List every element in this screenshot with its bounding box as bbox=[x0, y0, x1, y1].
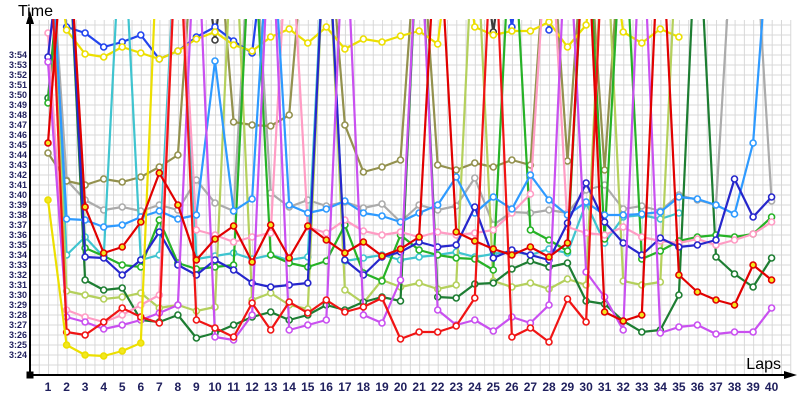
svg-text:14: 14 bbox=[283, 380, 297, 394]
svg-text:3:46: 3:46 bbox=[9, 130, 27, 140]
svg-text:6: 6 bbox=[137, 380, 144, 394]
svg-text:16: 16 bbox=[320, 380, 334, 394]
svg-text:3:27: 3:27 bbox=[9, 320, 27, 330]
svg-text:29: 29 bbox=[561, 380, 575, 394]
svg-text:3:49: 3:49 bbox=[9, 100, 27, 110]
svg-text:17: 17 bbox=[338, 380, 352, 394]
svg-text:2: 2 bbox=[63, 380, 70, 394]
svg-text:39: 39 bbox=[746, 380, 760, 394]
svg-text:3:35: 3:35 bbox=[9, 240, 27, 250]
axes bbox=[26, 11, 797, 379]
svg-text:26: 26 bbox=[505, 380, 519, 394]
svg-text:3:29: 3:29 bbox=[9, 300, 27, 310]
svg-text:3:26: 3:26 bbox=[9, 330, 27, 340]
svg-text:3:34: 3:34 bbox=[9, 250, 27, 260]
svg-text:24: 24 bbox=[468, 380, 482, 394]
svg-text:23: 23 bbox=[450, 380, 464, 394]
svg-text:13: 13 bbox=[264, 380, 278, 394]
svg-text:28: 28 bbox=[542, 380, 556, 394]
svg-text:3:52: 3:52 bbox=[9, 70, 27, 80]
svg-text:3:48: 3:48 bbox=[9, 110, 27, 120]
svg-text:3:28: 3:28 bbox=[9, 310, 27, 320]
svg-text:11: 11 bbox=[227, 380, 240, 394]
svg-text:7: 7 bbox=[156, 380, 163, 394]
svg-text:22: 22 bbox=[431, 380, 445, 394]
svg-text:36: 36 bbox=[691, 380, 705, 394]
svg-text:37: 37 bbox=[709, 380, 723, 394]
svg-text:3:30: 3:30 bbox=[9, 290, 27, 300]
svg-text:3:31: 3:31 bbox=[9, 280, 27, 290]
svg-text:15: 15 bbox=[301, 380, 315, 394]
svg-text:3:40: 3:40 bbox=[9, 190, 27, 200]
svg-text:30: 30 bbox=[579, 380, 593, 394]
x-axis-title: Laps bbox=[746, 356, 781, 373]
svg-text:3:50: 3:50 bbox=[9, 90, 27, 100]
svg-text:3:38: 3:38 bbox=[9, 210, 27, 220]
svg-text:3:51: 3:51 bbox=[9, 80, 27, 90]
svg-text:3:39: 3:39 bbox=[9, 200, 27, 210]
svg-text:3:24: 3:24 bbox=[9, 350, 27, 360]
svg-text:33: 33 bbox=[635, 380, 649, 394]
svg-text:3:25: 3:25 bbox=[9, 340, 27, 350]
svg-text:10: 10 bbox=[208, 380, 222, 394]
svg-text:34: 34 bbox=[654, 380, 668, 394]
svg-text:27: 27 bbox=[524, 380, 538, 394]
svg-text:12: 12 bbox=[245, 380, 259, 394]
svg-text:20: 20 bbox=[394, 380, 408, 394]
svg-text:40: 40 bbox=[765, 380, 779, 394]
svg-text:19: 19 bbox=[375, 380, 389, 394]
svg-text:8: 8 bbox=[175, 380, 182, 394]
svg-text:1: 1 bbox=[45, 380, 52, 394]
svg-text:4: 4 bbox=[100, 380, 107, 394]
svg-text:3:41: 3:41 bbox=[9, 180, 27, 190]
svg-text:3:43: 3:43 bbox=[9, 160, 27, 170]
svg-text:32: 32 bbox=[617, 380, 631, 394]
svg-text:18: 18 bbox=[357, 380, 371, 394]
svg-text:25: 25 bbox=[487, 380, 501, 394]
y-axis-title: Time bbox=[18, 3, 53, 20]
svg-text:3: 3 bbox=[82, 380, 89, 394]
svg-text:3:36: 3:36 bbox=[9, 230, 27, 240]
svg-text:35: 35 bbox=[672, 380, 686, 394]
svg-text:3:54: 3:54 bbox=[9, 50, 27, 60]
svg-text:5: 5 bbox=[119, 380, 126, 394]
svg-text:3:45: 3:45 bbox=[9, 140, 27, 150]
tick-labels: 3:543:533:523:513:503:493:483:473:463:45… bbox=[9, 50, 779, 394]
svg-text:3:37: 3:37 bbox=[9, 220, 27, 230]
series-lines bbox=[44, 19, 776, 360]
svg-text:3:53: 3:53 bbox=[9, 60, 27, 70]
svg-text:21: 21 bbox=[412, 380, 426, 394]
svg-text:3:47: 3:47 bbox=[9, 120, 27, 130]
svg-text:3:32: 3:32 bbox=[9, 270, 27, 280]
svg-text:38: 38 bbox=[728, 380, 742, 394]
svg-text:3:33: 3:33 bbox=[9, 260, 27, 270]
svg-text:3:44: 3:44 bbox=[9, 150, 27, 160]
svg-text:9: 9 bbox=[193, 380, 200, 394]
svg-text:3:42: 3:42 bbox=[9, 170, 27, 180]
svg-text:31: 31 bbox=[598, 380, 612, 394]
